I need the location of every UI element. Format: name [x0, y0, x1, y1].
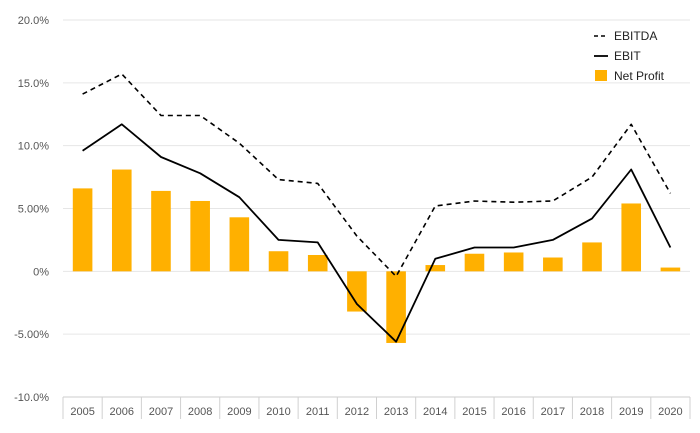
x-tick-label: 2009 [227, 406, 251, 418]
y-axis-tick-labels: 20.0% 15.0% 10.0% 5.00% 0% -5.00% -10.0% [14, 15, 49, 404]
net-profit-bar [543, 257, 563, 272]
legend-net-profit-swatch [595, 70, 607, 81]
x-tick-label: 2015 [462, 406, 486, 418]
net-profit-bar [425, 265, 446, 272]
legend: EBITDA EBIT Net Profit [594, 29, 665, 83]
x-tick-label: 2019 [619, 406, 643, 418]
x-tick-label: 2005 [70, 406, 94, 418]
net-profit-bar [72, 188, 93, 272]
ebit-line [82, 123, 672, 343]
net-profit-bar [111, 169, 132, 272]
net-profit-bar [464, 253, 485, 272]
net-profit-bar [621, 203, 642, 272]
x-tick-label: 2007 [149, 406, 173, 418]
legend-ebit-label: EBIT [614, 49, 641, 63]
y-tick-label: 10.0% [18, 141, 49, 153]
net-profit-bar [190, 200, 210, 272]
x-tick-label: 2008 [188, 406, 212, 418]
net-profit-bar [229, 217, 250, 272]
y-tick-label: 0% [33, 266, 49, 278]
net-profit-bar [307, 254, 328, 272]
legend-ebitda-label: EBITDA [614, 29, 657, 43]
x-axis: 2005 2006 2007 2008 2009 2010 2011 2012 2013 2014… [62, 397, 691, 419]
x-tick-label: 2016 [501, 406, 525, 418]
legend-net-profit-label: Net Profit [614, 69, 665, 83]
x-tick-label: 2006 [110, 406, 134, 418]
x-tick-label: 2017 [541, 406, 565, 418]
net-profit-bars [72, 169, 681, 343]
x-tick-label: 2020 [658, 406, 682, 418]
net-profit-bar [347, 271, 367, 312]
net-profit-bar [660, 267, 681, 272]
x-tick-label: 2011 [306, 406, 330, 418]
net-profit-bar [582, 242, 602, 272]
x-tick-label: 2012 [345, 406, 369, 418]
net-profit-bar [151, 190, 171, 272]
y-tick-label: -5.00% [14, 329, 49, 341]
y-tick-label: -10.0% [14, 392, 49, 404]
net-profit-bar [268, 251, 289, 272]
x-tick-label: 2010 [266, 406, 290, 418]
net-profit-bar [386, 271, 406, 343]
y-tick-label: 20.0% [18, 15, 49, 27]
net-profit-bar [503, 252, 524, 272]
y-tick-label: 15.0% [18, 78, 49, 90]
ebitda-line [82, 73, 672, 278]
x-tick-label: 2013 [384, 406, 408, 418]
y-tick-label: 5.00% [18, 204, 49, 216]
line-series [82, 73, 672, 343]
x-tick-label: 2014 [423, 406, 447, 418]
x-tick-label: 2018 [580, 406, 604, 418]
